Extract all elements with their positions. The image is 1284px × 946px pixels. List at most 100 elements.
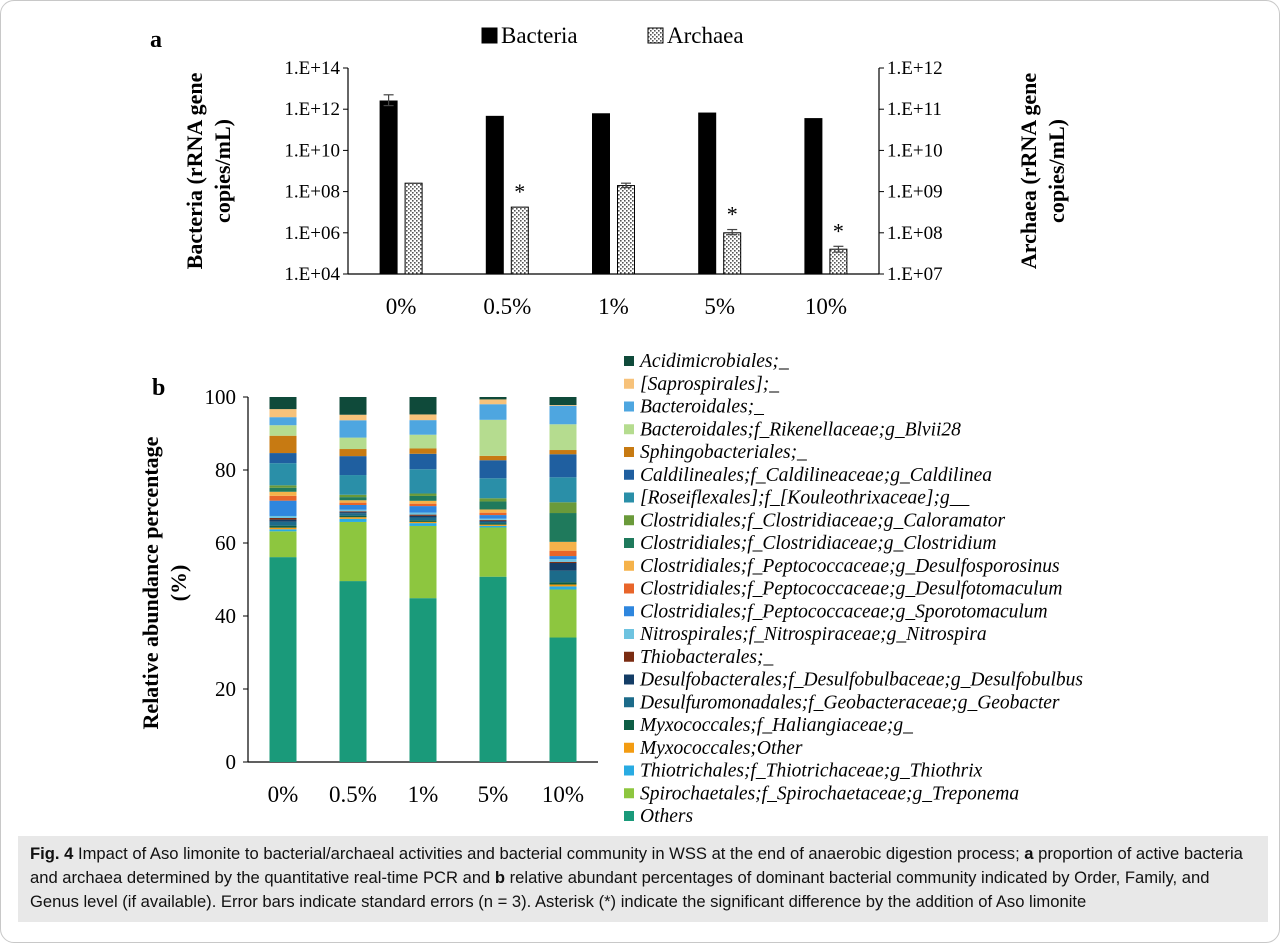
stack-segment <box>269 529 297 532</box>
stack-segment <box>549 589 577 638</box>
stack-segment <box>269 409 297 418</box>
stack-segment <box>479 519 507 521</box>
stack-segment <box>269 557 297 762</box>
stack-segment <box>549 570 577 583</box>
bacteria-bar <box>804 118 823 275</box>
y-tick-label: 60 <box>215 531 236 555</box>
stack-segment <box>409 512 437 515</box>
legend-swatch <box>624 765 634 776</box>
stack-segment <box>269 515 297 518</box>
legend-swatch-archaea <box>647 27 664 44</box>
stack-segment <box>549 559 577 562</box>
legend-swatch <box>624 742 634 753</box>
stack-segment <box>269 521 297 526</box>
archaea-bar <box>404 182 423 275</box>
legend-label: Others <box>640 806 693 827</box>
stack-segment <box>479 518 507 520</box>
figure-caption: Fig. 4 Impact of Aso limonite to bacteri… <box>18 836 1268 922</box>
legend-swatch <box>624 583 634 594</box>
legend-swatch <box>624 469 634 480</box>
stack-segment <box>479 509 507 513</box>
legend-swatch <box>624 788 634 799</box>
x-category-label: 1% <box>598 294 629 319</box>
legend-swatch <box>624 378 634 389</box>
stack-segment <box>269 517 297 520</box>
legend-label: Clostridiales;f_Peptococcaceae;g_Desulfo… <box>640 579 1062 600</box>
legend-label: Clostridiales;f_Peptococcaceae;g_Sporoto… <box>640 601 1048 622</box>
left-tick-label: 1.E+10 <box>284 140 340 161</box>
stack-segment <box>409 500 437 504</box>
stack-segment <box>269 397 297 410</box>
stack-segment <box>339 456 367 476</box>
stack-segment <box>339 497 367 501</box>
stack-segment <box>339 515 367 518</box>
legend-label: [Saprospirales];_ <box>640 374 779 395</box>
legend-swatch <box>624 811 634 821</box>
stack-segment <box>339 437 367 450</box>
legend-label-archaea: Archaea <box>667 23 744 48</box>
x-category-label: 0% <box>268 782 299 807</box>
stack-segment <box>479 512 507 516</box>
right-axis-title: Archaea (rRNA gene copies/mL) <box>1016 73 1069 270</box>
stack-segment <box>409 514 437 516</box>
stack-segment <box>479 501 507 510</box>
y-tick-label: 80 <box>215 458 236 482</box>
bacteria-bar <box>698 112 717 275</box>
stack-segment <box>549 502 577 514</box>
stack-segment <box>269 500 297 516</box>
stack-segment <box>409 598 437 762</box>
x-category-label: 0.5% <box>483 294 531 319</box>
figure-canvas: a 1.E+041.E+061.E+081.E+101.E+121.E+141.… <box>138 23 1083 827</box>
right-tick-label: 1.E+12 <box>887 58 943 79</box>
left-tick-label: 1.E+08 <box>284 182 340 203</box>
legend-swatch <box>624 401 634 412</box>
legend-swatch <box>624 629 634 639</box>
panel-a-label: a <box>150 27 162 53</box>
x-category-label: 5% <box>478 782 509 807</box>
stack-segment <box>409 420 437 435</box>
legend-label: Thiotrichales;f_Thiotrichaceae;g_Thiothr… <box>640 761 983 782</box>
legend-label: Bacteroidales;f_Rikenellaceae;g_Blvii28 <box>640 419 961 440</box>
legend-swatch-bacteria <box>481 27 498 44</box>
significance-asterisk: * <box>833 218 844 243</box>
y-axis-title: Relative abundance percentage (%) <box>138 436 191 729</box>
legend-label: Clostridiales;f_Clostridiaceae;g_Clostri… <box>640 533 996 554</box>
stack-segment <box>549 550 577 557</box>
stack-segment <box>269 487 297 492</box>
archaea-bar <box>510 206 529 275</box>
stack-segment <box>479 576 507 762</box>
legend-label: Nitrospirales;f_Nitrospiraceae;g_Nitrosp… <box>639 624 987 645</box>
stack-segment <box>409 515 437 518</box>
x-category-label: 10% <box>805 294 847 319</box>
legend-label: Sphingobacteriales;_ <box>640 442 807 463</box>
stack-segment <box>339 414 367 421</box>
stack-segment <box>339 494 367 498</box>
stack-segment <box>339 505 367 510</box>
legend-swatch <box>624 356 634 366</box>
stack-segment <box>269 519 297 522</box>
stack-segment <box>269 527 297 530</box>
legend-label: Desulfobacterales;f_Desulfobulbaceae;g_D… <box>639 670 1083 691</box>
y-tick-label: 20 <box>215 677 236 701</box>
legend-label: Bacteroidales;_ <box>640 397 764 418</box>
caption-letter-b: b <box>494 868 506 887</box>
y-tick-label: 0 <box>226 750 237 774</box>
caption-letter-a: a <box>1024 844 1034 863</box>
stack-segment <box>479 460 507 479</box>
legend-swatch <box>624 720 634 730</box>
stack-segment <box>479 478 507 499</box>
stack-segment <box>479 523 507 525</box>
left-axis-title: Bacteria (rRNA gene copies/mL) <box>182 72 235 269</box>
legend-swatch <box>624 606 634 617</box>
stack-segment <box>269 491 297 496</box>
stack-segment <box>339 502 367 506</box>
stack-segment <box>339 500 367 503</box>
stack-segment <box>409 517 437 521</box>
legend-swatch <box>624 697 634 708</box>
stack-segment <box>549 424 577 451</box>
legend-swatch <box>624 560 634 571</box>
stack-segment <box>549 582 577 585</box>
stack-segment <box>269 525 297 528</box>
stack-segment <box>269 495 297 501</box>
